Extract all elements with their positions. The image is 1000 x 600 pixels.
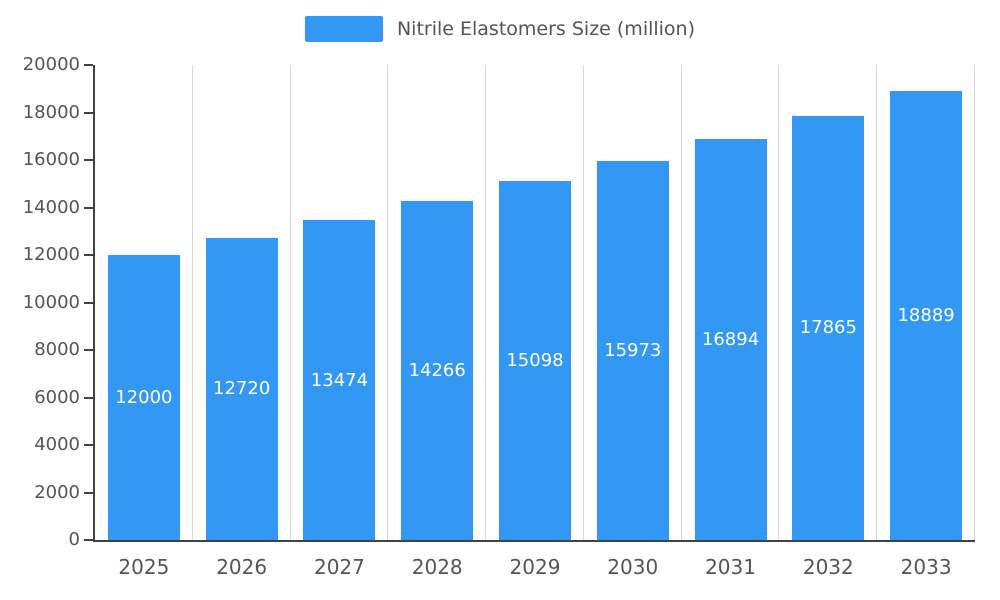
bar-2025[interactable]: 12000: [107, 255, 180, 540]
x-axis-label: 2027: [313, 555, 365, 579]
y-axis-label: 20000: [22, 54, 80, 75]
vertical-gridline: [974, 65, 975, 540]
vertical-gridline: [680, 65, 682, 540]
y-axis-tick: [84, 301, 93, 304]
y-axis-label: 10000: [22, 291, 80, 313]
y-axis-label: 2000: [34, 481, 80, 503]
vertical-gridline: [191, 65, 193, 540]
y-axis-tick: [84, 159, 93, 161]
x-axis-label: 2031: [705, 555, 756, 579]
x-axis-label: 2032: [802, 555, 854, 579]
bar-2031[interactable]: 16894: [694, 138, 767, 540]
x-axis-label: 2025: [118, 555, 170, 579]
vertical-gridline: [387, 65, 389, 540]
bar-value-label: 15098: [506, 350, 564, 372]
y-axis-label: 6000: [34, 386, 80, 408]
y-axis-tick: [84, 254, 93, 256]
bar-value-label: 16894: [701, 328, 760, 350]
vertical-gridline: [289, 65, 291, 540]
legend-swatch: [304, 16, 383, 42]
bar-2030[interactable]: 15973: [596, 160, 669, 540]
y-axis-label: 4000: [34, 434, 80, 455]
bar-value-label: 13474: [310, 369, 369, 391]
bar-2026[interactable]: 12720: [205, 237, 278, 540]
y-axis-tick: [84, 349, 93, 351]
bar-value-label: 18889: [897, 305, 955, 327]
plot-area: 12000 12720 13474 14266 15098 15973 16894 17865…: [93, 65, 975, 542]
vertical-gridline: [876, 65, 878, 540]
bar-2032[interactable]: 17865: [792, 115, 865, 540]
vertical-gridline: [778, 65, 780, 540]
y-axis-tick: [84, 64, 93, 66]
vertical-gridline: [485, 65, 487, 540]
x-axis-label: 2029: [509, 555, 561, 579]
y-axis-tick: [84, 206, 93, 209]
x-axis-label: 2030: [607, 555, 659, 579]
y-axis-tick: [84, 491, 93, 494]
y-axis-label: 18000: [22, 101, 80, 123]
bar-value-label: 15973: [604, 339, 662, 361]
x-axis-label: 2026: [216, 555, 268, 579]
y-axis-tick: [84, 396, 93, 399]
bar-value-label: 14266: [408, 360, 466, 382]
legend[interactable]: Nitrile Elastomers Size (million): [0, 16, 1000, 42]
y-axis-tick: [84, 444, 93, 446]
bar-value-label: 12000: [115, 387, 173, 408]
bar-value-label: 17865: [799, 317, 857, 339]
x-axis-label: 2033: [900, 555, 952, 579]
y-axis-label: 12000: [22, 244, 80, 265]
legend-label: Nitrile Elastomers Size (million): [396, 18, 696, 40]
bar-2033[interactable]: 18889: [890, 91, 963, 540]
y-axis-label: 14000: [22, 196, 80, 218]
bar-value-label: 12720: [213, 378, 271, 400]
x-axis-label: 2028: [411, 555, 463, 579]
y-axis-label: 8000: [34, 339, 80, 360]
vertical-gridline: [582, 65, 584, 540]
bar-2027[interactable]: 13474: [303, 220, 376, 540]
y-axis-label: 0: [68, 529, 80, 550]
y-axis-label: 16000: [22, 149, 80, 170]
bar-2028[interactable]: 14266: [401, 201, 474, 540]
y-axis-tick: [84, 111, 93, 114]
bar-2029[interactable]: 15098: [499, 181, 571, 540]
y-axis-tick: [84, 539, 93, 541]
